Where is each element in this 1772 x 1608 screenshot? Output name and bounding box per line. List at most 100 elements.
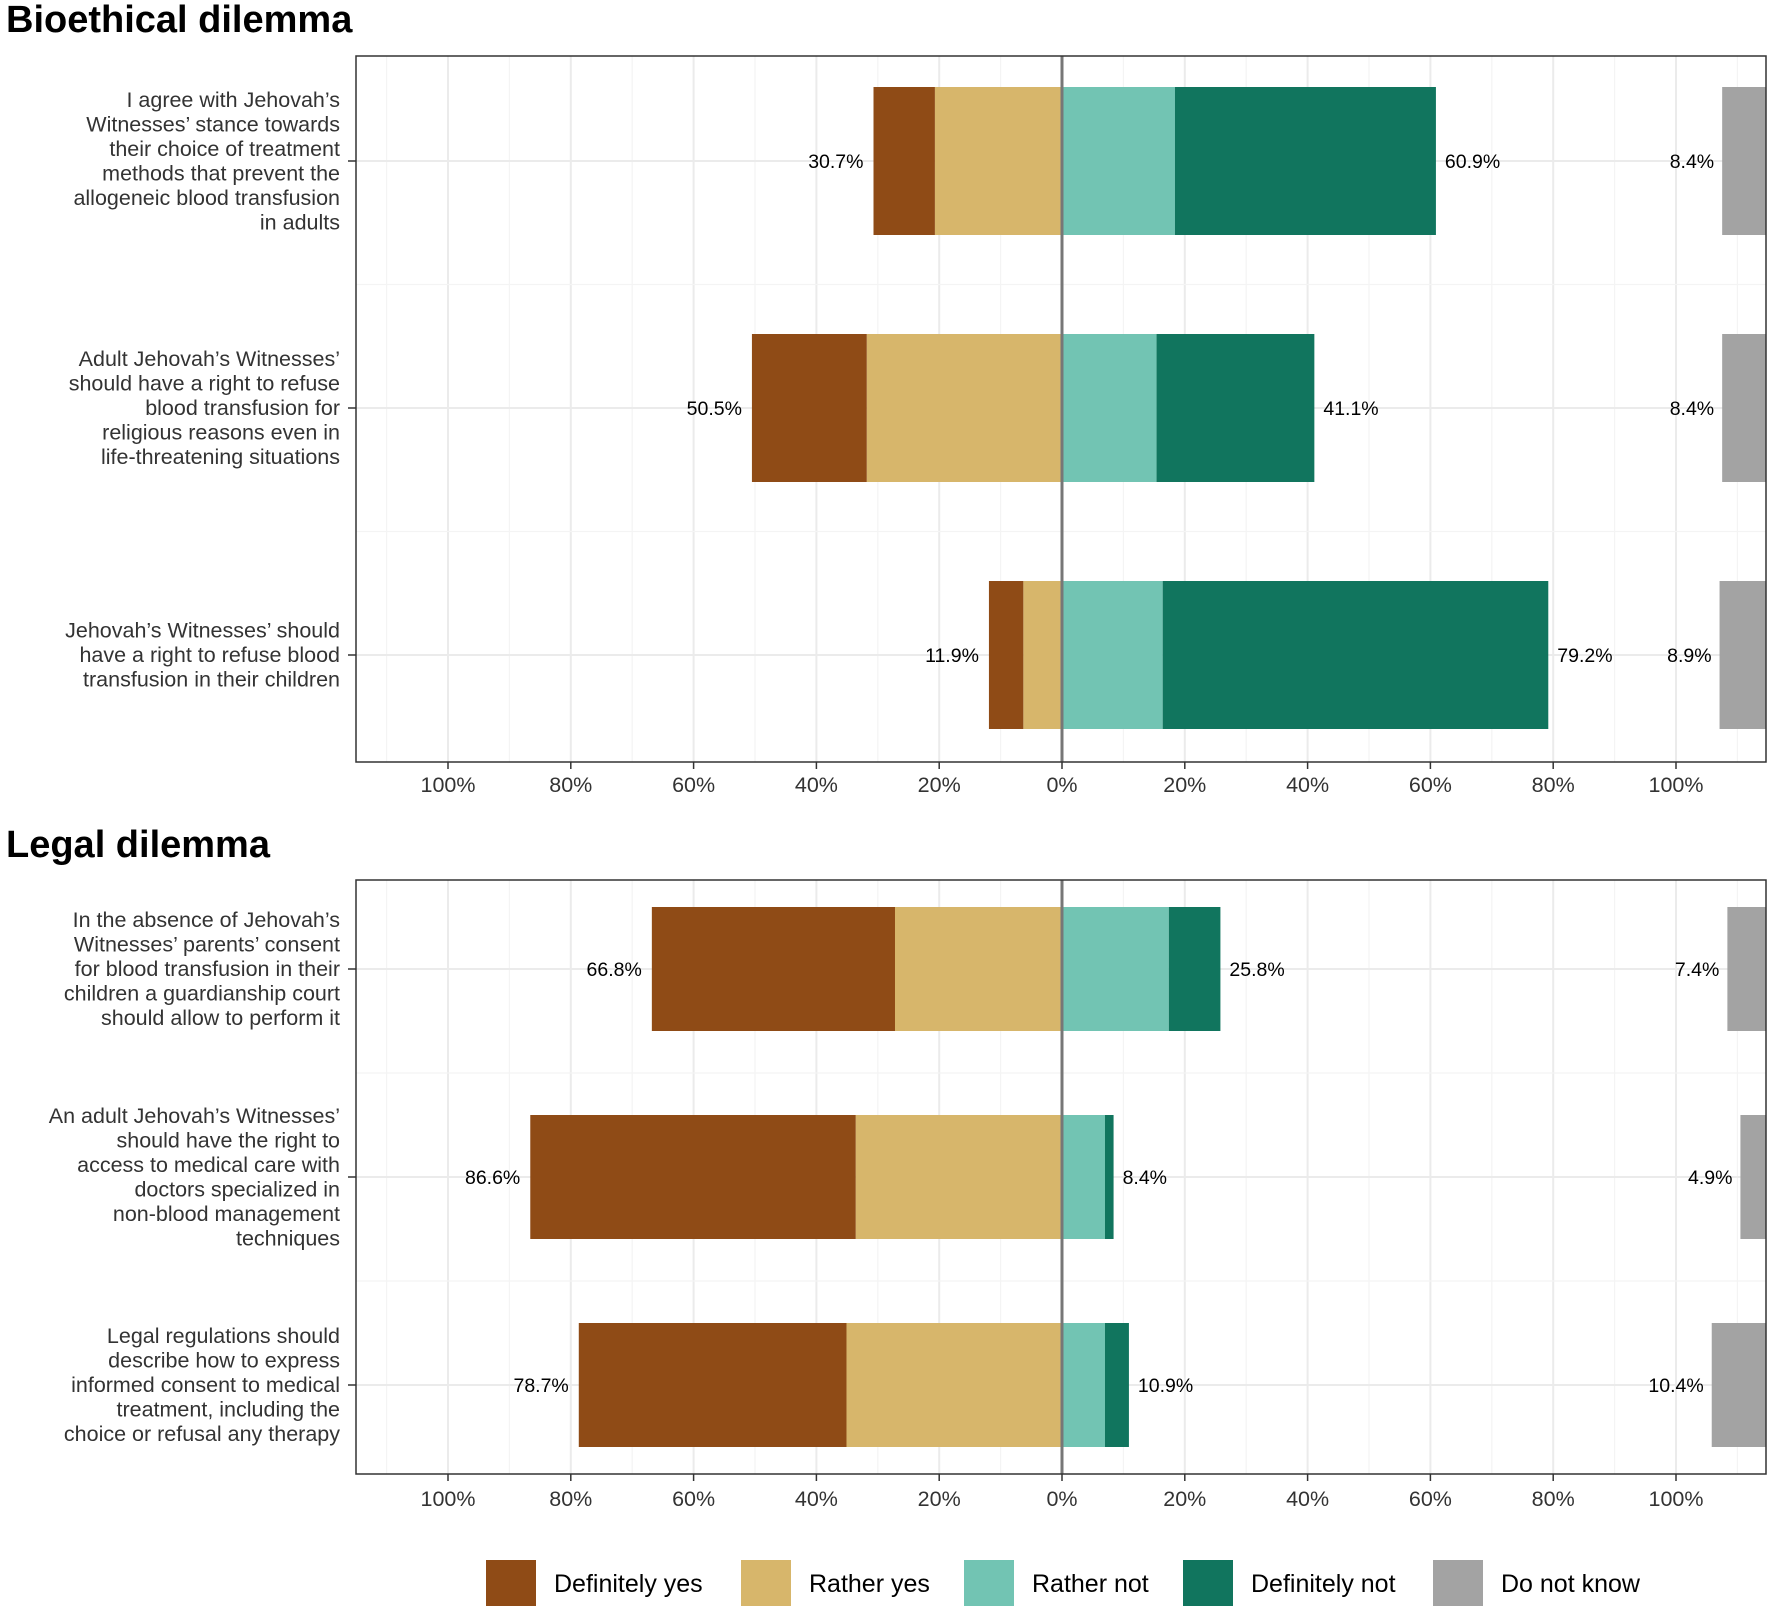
bar-do-not-know xyxy=(1711,1323,1766,1447)
question-label-line: Jehovah’s Witnesses’ should xyxy=(65,619,340,643)
bar-definitely-yes xyxy=(751,334,867,482)
x-tick-label: 100% xyxy=(421,773,476,797)
bar-rather-yes xyxy=(1023,581,1062,729)
x-tick-label: 60% xyxy=(1409,773,1452,797)
bars: 66.8% 25.8% 7.4% In the absence of Jehovah’… xyxy=(49,907,1766,1447)
x-tick-label: 100% xyxy=(1649,1487,1704,1511)
x-tick-label: 0% xyxy=(1046,773,1077,797)
bar-do-not-know xyxy=(1719,581,1766,729)
bar-rather-not xyxy=(1062,87,1175,235)
x-tick-label: 60% xyxy=(672,773,715,797)
bar-do-not-know xyxy=(1722,87,1766,235)
bar-definitely-not xyxy=(1104,1323,1129,1447)
question-label-line: non-blood management xyxy=(113,1202,340,1226)
bar-rather-not xyxy=(1062,1323,1105,1447)
bar-rather-yes xyxy=(855,1115,1062,1239)
yes-total-label: 78.7% xyxy=(513,1375,568,1397)
question-label-line: in adults xyxy=(260,210,340,234)
x-tick-label: 20% xyxy=(918,1487,961,1511)
bar-do-not-know xyxy=(1727,907,1766,1031)
question-label-line: doctors specialized in xyxy=(134,1177,340,1201)
item-row-3: 11.9% 79.2% 8.9% Jehovah’s Witnesses’ shoul… xyxy=(65,581,1766,729)
bar-rather-not xyxy=(1062,334,1157,482)
panel-1: Bioethical dilemma 30.7% 60.9% 8.4% I agree … xyxy=(6,0,1767,797)
do-not-know-label: 8.4% xyxy=(1670,151,1714,173)
question-label-line: Adult Jehovah’s Witnesses’ xyxy=(79,347,340,371)
do-not-know-label: 8.4% xyxy=(1670,398,1714,420)
question-label-line: access to medical care with xyxy=(77,1153,340,1177)
bar-do-not-know xyxy=(1722,334,1766,482)
no-total-label: 60.9% xyxy=(1445,151,1500,173)
question-label-line: Witnesses’ stance towards xyxy=(86,112,340,136)
panel-title: Bioethical dilemma xyxy=(6,0,353,41)
bar-definitely-not xyxy=(1168,907,1221,1031)
x-tick-label: 40% xyxy=(1286,773,1329,797)
question-label-line: I agree with Jehovah’s xyxy=(126,88,340,112)
x-tick-label: 40% xyxy=(1286,1487,1329,1511)
x-tick-label: 80% xyxy=(549,1487,592,1511)
question-label-line: should have a right to refuse xyxy=(69,372,340,396)
legend-item-rather-not: Rather not xyxy=(964,1560,1149,1606)
question-label-line: methods that prevent the xyxy=(102,161,340,185)
item-question-label: Adult Jehovah’s Witnesses’should have a … xyxy=(69,347,340,469)
question-label-line: should allow to perform it xyxy=(101,1006,340,1030)
bar-definitely-yes xyxy=(988,581,1024,729)
legend-swatch xyxy=(486,1560,536,1606)
question-label-line: transfusion in their children xyxy=(83,668,340,692)
bar-definitely-not xyxy=(1174,87,1436,235)
x-tick-label: 80% xyxy=(1532,1487,1575,1511)
question-label-line: choice or refusal any therapy xyxy=(64,1422,340,1446)
x-tick-label: 0% xyxy=(1046,1487,1077,1511)
bar-definitely-yes xyxy=(578,1323,847,1447)
question-label-line: their choice of treatment xyxy=(109,137,340,161)
bar-rather-not xyxy=(1062,907,1169,1031)
item-row-2: 50.5% 41.1% 8.4% Adult Jehovah’s Witnesses’… xyxy=(69,334,1766,482)
x-tick-label: 40% xyxy=(795,773,838,797)
bar-rather-yes xyxy=(894,907,1062,1031)
question-label-line: allogeneic blood transfusion xyxy=(73,186,340,210)
yes-total-label: 86.6% xyxy=(465,1167,520,1189)
x-tick-label: 60% xyxy=(1409,1487,1452,1511)
bar-definitely-yes xyxy=(651,907,895,1031)
do-not-know-label: 8.9% xyxy=(1667,645,1711,667)
x-tick-label: 40% xyxy=(795,1487,838,1511)
legend-label: Rather yes xyxy=(809,1570,930,1598)
bar-rather-not xyxy=(1062,581,1163,729)
yes-total-label: 50.5% xyxy=(687,398,742,420)
question-label-line: life-threatening situations xyxy=(101,445,340,469)
x-tick-label: 60% xyxy=(672,1487,715,1511)
legend-item-definitely-yes: Definitely yes xyxy=(486,1560,703,1606)
x-tick-label: 80% xyxy=(549,773,592,797)
x-axis: 100% 80% 60% 40% 20% 0% 20% 40% 60% 80% 100% xyxy=(421,1474,1704,1511)
chart-panels: Bioethical dilemma 30.7% 60.9% 8.4% I agree … xyxy=(6,0,1767,1511)
x-tick-label: 80% xyxy=(1532,773,1575,797)
question-label-line: informed consent to medical xyxy=(71,1373,340,1397)
panel-title: Legal dilemma xyxy=(6,824,271,866)
legend-swatch xyxy=(1433,1560,1483,1606)
chart-legend: Definitely yes Rather yes Rather not Defini… xyxy=(486,1560,1641,1606)
yes-total-label: 30.7% xyxy=(808,151,863,173)
do-not-know-label: 4.9% xyxy=(1688,1167,1732,1189)
item-row-2: 86.6% 8.4% 4.9% An adult Jehovah’s Witnesse… xyxy=(49,1104,1766,1250)
item-row-3: 78.7% 10.9% 10.4% Legal regulations shouldd… xyxy=(64,1323,1766,1447)
question-label-line: have a right to refuse blood xyxy=(79,643,340,667)
bar-definitely-yes xyxy=(873,87,935,235)
bars: 30.7% 60.9% 8.4% I agree with Jehovah’sWitn… xyxy=(65,87,1766,729)
legend-label: Definitely not xyxy=(1251,1570,1396,1598)
bar-rather-yes xyxy=(846,1323,1062,1447)
legend-swatch xyxy=(741,1560,791,1606)
bar-rather-yes xyxy=(934,87,1062,235)
legend-swatch xyxy=(1183,1560,1233,1606)
question-label-line: treatment, including the xyxy=(117,1398,341,1422)
question-label-line: Legal regulations should xyxy=(107,1324,340,1348)
question-label-line: blood transfusion for xyxy=(145,396,340,420)
do-not-know-label: 10.4% xyxy=(1648,1375,1703,1397)
bar-definitely-not xyxy=(1104,1115,1114,1239)
panel-2: Legal dilemma 66.8% 25.8% 7.4% In the absenc… xyxy=(6,824,1767,1511)
legend-item-definitely-not: Definitely not xyxy=(1183,1560,1396,1606)
no-total-label: 8.4% xyxy=(1123,1167,1167,1189)
